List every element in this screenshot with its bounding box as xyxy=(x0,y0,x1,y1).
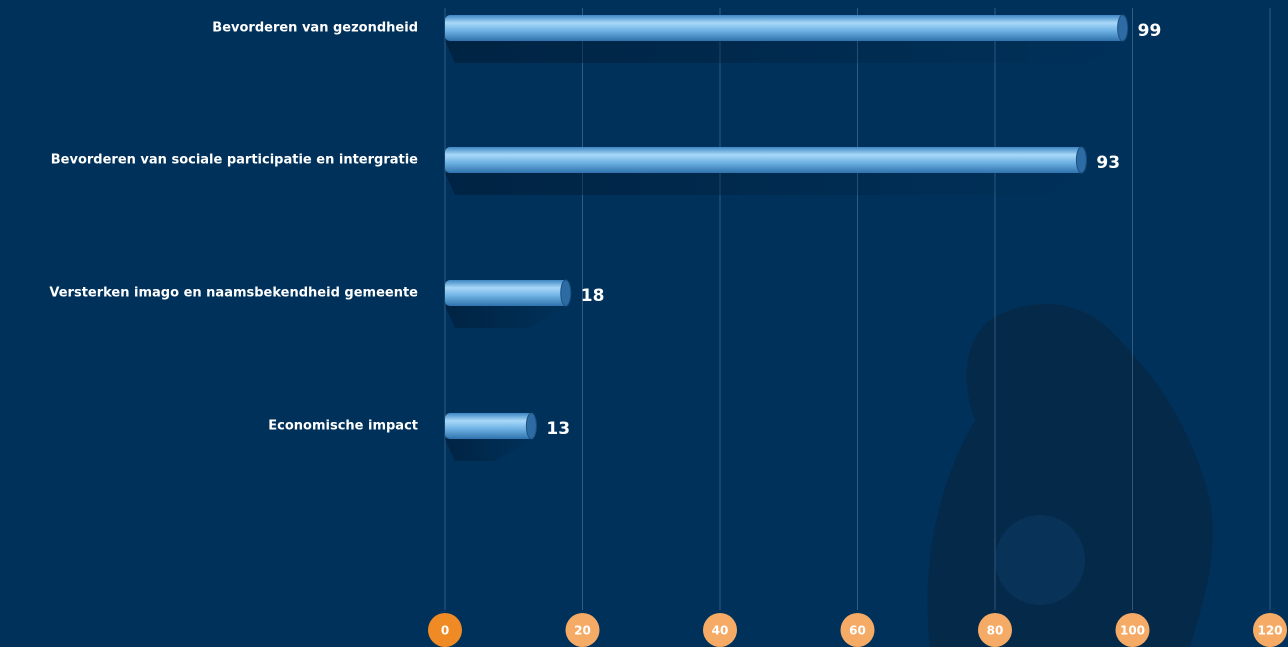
bar-cap xyxy=(526,413,536,439)
bar-cap xyxy=(1076,147,1086,173)
value-label: 13 xyxy=(546,419,570,439)
y-tick-label: Economische impact xyxy=(268,419,418,434)
value-label: 93 xyxy=(1096,153,1120,173)
chart: 0 20 40 60 80 100 120 Bevorderen van gezondheid… xyxy=(0,0,1288,647)
x-tick-label: 40 xyxy=(712,624,729,638)
value-label: 99 xyxy=(1138,21,1162,41)
bar xyxy=(445,413,534,439)
page: 0 20 40 60 80 100 120 Bevorderen van gezondheid… xyxy=(0,0,1288,647)
x-tick-label: 60 xyxy=(849,624,866,638)
y-tick-label: Bevorderen van gezondheid xyxy=(212,21,418,36)
bar xyxy=(445,15,1126,41)
y-tick-label: Versterken imago en naamsbekendheid geme… xyxy=(49,286,418,301)
x-tick-label: 100 xyxy=(1120,624,1145,638)
bar-shadow xyxy=(445,41,1126,63)
x-tick-label: 0 xyxy=(441,624,449,638)
bar xyxy=(445,280,569,306)
bar xyxy=(445,147,1084,173)
y-tick-label: Bevorderen van sociale participatie en i… xyxy=(51,153,418,168)
x-tick-label: 20 xyxy=(574,624,591,638)
bar-cap xyxy=(561,280,571,306)
bar-cap xyxy=(1118,15,1128,41)
x-tick-label: 120 xyxy=(1257,624,1282,638)
bar-shadow xyxy=(445,173,1084,195)
value-label: 18 xyxy=(581,286,605,306)
x-tick-label: 80 xyxy=(987,624,1004,638)
